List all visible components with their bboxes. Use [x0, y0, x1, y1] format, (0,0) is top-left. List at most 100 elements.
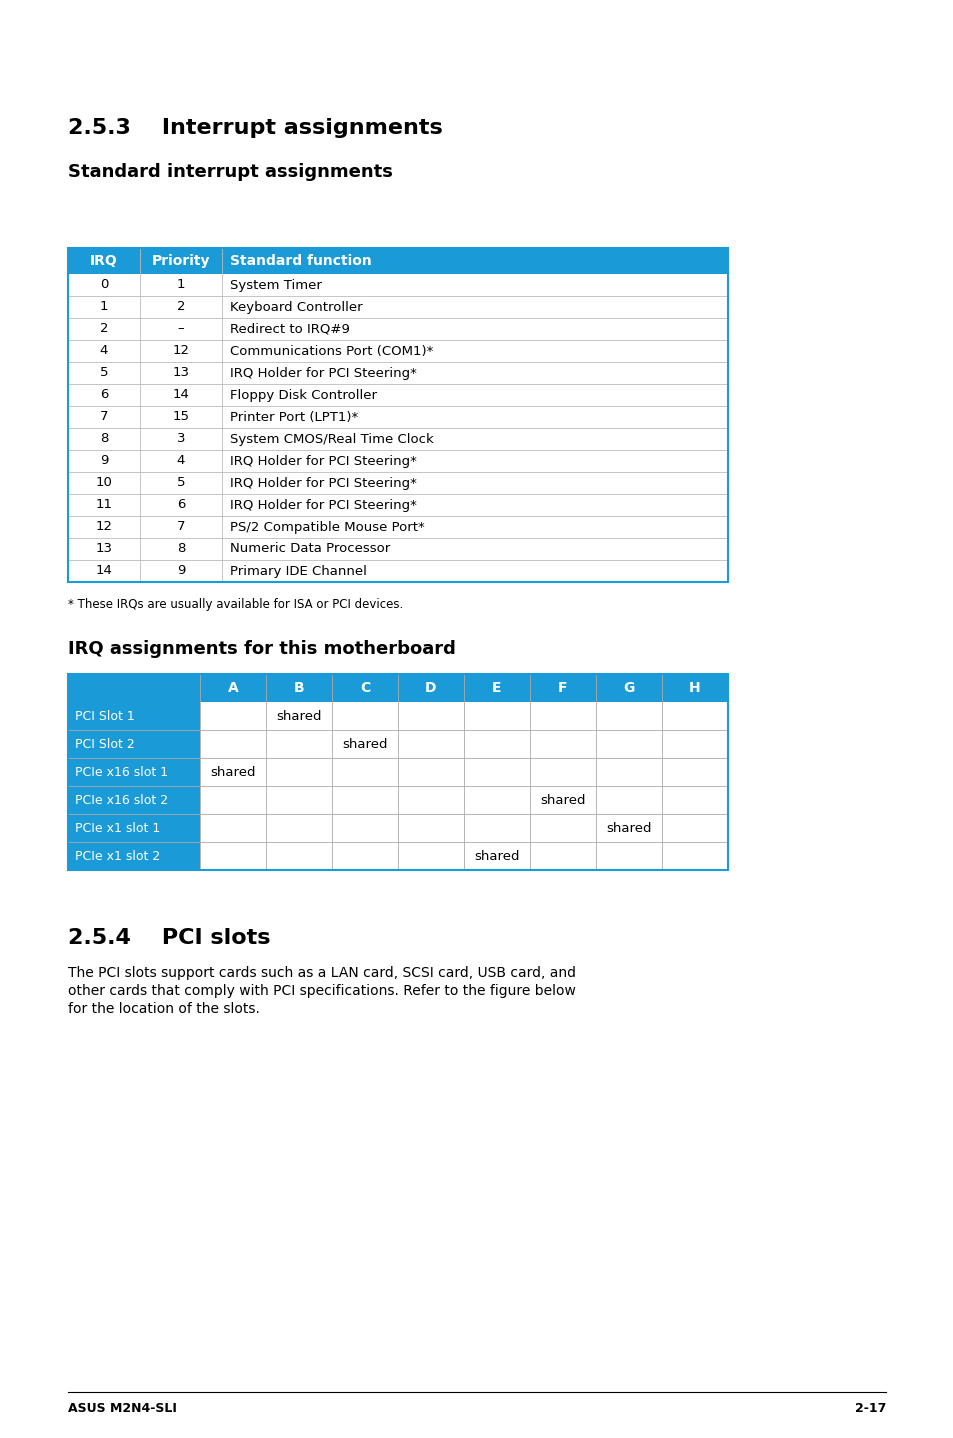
Text: PCI Slot 2: PCI Slot 2: [75, 738, 134, 751]
Text: 13: 13: [95, 542, 112, 555]
Text: 8: 8: [176, 542, 185, 555]
Text: shared: shared: [539, 794, 585, 807]
Text: IRQ Holder for PCI Steering*: IRQ Holder for PCI Steering*: [230, 499, 416, 512]
Bar: [68, 406, 727, 429]
Text: Standard interrupt assignments: Standard interrupt assignments: [68, 162, 393, 181]
Text: 2: 2: [100, 322, 108, 335]
Bar: [68, 384, 727, 406]
Bar: [68, 674, 727, 702]
Bar: [68, 787, 727, 814]
Text: System CMOS/Real Time Clock: System CMOS/Real Time Clock: [230, 433, 434, 446]
Bar: [68, 429, 727, 450]
Bar: [68, 450, 727, 472]
Text: 9: 9: [100, 454, 108, 467]
Bar: [68, 362, 727, 384]
Text: * These IRQs are usually available for ISA or PCI devices.: * These IRQs are usually available for I…: [68, 598, 403, 611]
Bar: [68, 787, 200, 814]
Bar: [68, 814, 727, 843]
Bar: [68, 495, 727, 516]
Text: Floppy Disk Controller: Floppy Disk Controller: [230, 388, 376, 401]
Text: H: H: [688, 682, 700, 695]
Text: other cards that comply with PCI specifications. Refer to the figure below: other cards that comply with PCI specifi…: [68, 984, 576, 998]
Text: Communications Port (COM1)*: Communications Port (COM1)*: [230, 345, 433, 358]
Text: IRQ assignments for this motherboard: IRQ assignments for this motherboard: [68, 640, 456, 659]
Text: shared: shared: [605, 821, 651, 834]
Text: 6: 6: [100, 388, 108, 401]
Text: for the location of the slots.: for the location of the slots.: [68, 1002, 259, 1017]
Text: Numeric Data Processor: Numeric Data Processor: [230, 542, 390, 555]
Text: PCIe x16 slot 1: PCIe x16 slot 1: [75, 765, 168, 778]
Text: shared: shared: [474, 850, 519, 863]
Text: C: C: [359, 682, 370, 695]
Text: PCI Slot 1: PCI Slot 1: [75, 709, 134, 722]
Text: shared: shared: [210, 765, 255, 778]
Text: 1: 1: [176, 279, 185, 292]
Text: 9: 9: [176, 565, 185, 578]
Text: Printer Port (LPT1)*: Printer Port (LPT1)*: [230, 410, 358, 424]
Text: Priority: Priority: [152, 255, 210, 267]
Text: 5: 5: [100, 367, 108, 380]
Bar: [68, 702, 200, 731]
Text: 4: 4: [176, 454, 185, 467]
Text: PCIe x1 slot 1: PCIe x1 slot 1: [75, 821, 160, 834]
Bar: [68, 538, 727, 559]
Bar: [68, 674, 727, 870]
Bar: [68, 758, 727, 787]
Text: –: –: [177, 322, 184, 335]
Text: IRQ: IRQ: [90, 255, 118, 267]
Bar: [68, 814, 200, 843]
Text: Primary IDE Channel: Primary IDE Channel: [230, 565, 367, 578]
Bar: [68, 702, 727, 731]
Text: Standard function: Standard function: [230, 255, 372, 267]
Text: IRQ Holder for PCI Steering*: IRQ Holder for PCI Steering*: [230, 367, 416, 380]
Bar: [68, 275, 727, 296]
Text: B: B: [294, 682, 304, 695]
Bar: [68, 843, 727, 870]
Text: A: A: [228, 682, 238, 695]
Text: 11: 11: [95, 499, 112, 512]
Text: F: F: [558, 682, 567, 695]
Text: Redirect to IRQ#9: Redirect to IRQ#9: [230, 322, 350, 335]
Text: 6: 6: [176, 499, 185, 512]
Text: D: D: [425, 682, 436, 695]
Text: IRQ Holder for PCI Steering*: IRQ Holder for PCI Steering*: [230, 454, 416, 467]
Text: 8: 8: [100, 433, 108, 446]
Text: 2.5.3    Interrupt assignments: 2.5.3 Interrupt assignments: [68, 118, 442, 138]
Text: G: G: [622, 682, 634, 695]
Text: 5: 5: [176, 476, 185, 489]
Text: IRQ Holder for PCI Steering*: IRQ Holder for PCI Steering*: [230, 476, 416, 489]
Text: 7: 7: [176, 521, 185, 533]
Text: 15: 15: [172, 410, 190, 424]
Text: 3: 3: [176, 433, 185, 446]
Bar: [68, 731, 727, 758]
Text: PCIe x16 slot 2: PCIe x16 slot 2: [75, 794, 168, 807]
Text: Keyboard Controller: Keyboard Controller: [230, 301, 362, 313]
Text: 13: 13: [172, 367, 190, 380]
Text: 7: 7: [100, 410, 108, 424]
Text: 2.5.4    PCI slots: 2.5.4 PCI slots: [68, 928, 271, 948]
Text: 12: 12: [172, 345, 190, 358]
Bar: [68, 247, 727, 582]
Text: The PCI slots support cards such as a LAN card, SCSI card, USB card, and: The PCI slots support cards such as a LA…: [68, 966, 576, 981]
Text: shared: shared: [276, 709, 321, 722]
Text: PCIe x1 slot 2: PCIe x1 slot 2: [75, 850, 160, 863]
Text: System Timer: System Timer: [230, 279, 321, 292]
Text: 0: 0: [100, 279, 108, 292]
Text: 1: 1: [100, 301, 108, 313]
Text: 14: 14: [95, 565, 112, 578]
Text: PS/2 Compatible Mouse Port*: PS/2 Compatible Mouse Port*: [230, 521, 424, 533]
Text: 2: 2: [176, 301, 185, 313]
Bar: [68, 559, 727, 582]
Bar: [68, 247, 727, 275]
Text: 10: 10: [95, 476, 112, 489]
Bar: [68, 843, 200, 870]
Text: 4: 4: [100, 345, 108, 358]
Text: E: E: [492, 682, 501, 695]
Bar: [68, 516, 727, 538]
Bar: [68, 296, 727, 318]
Bar: [68, 318, 727, 339]
Text: 14: 14: [172, 388, 190, 401]
Bar: [68, 339, 727, 362]
Bar: [68, 758, 200, 787]
Bar: [68, 472, 727, 495]
